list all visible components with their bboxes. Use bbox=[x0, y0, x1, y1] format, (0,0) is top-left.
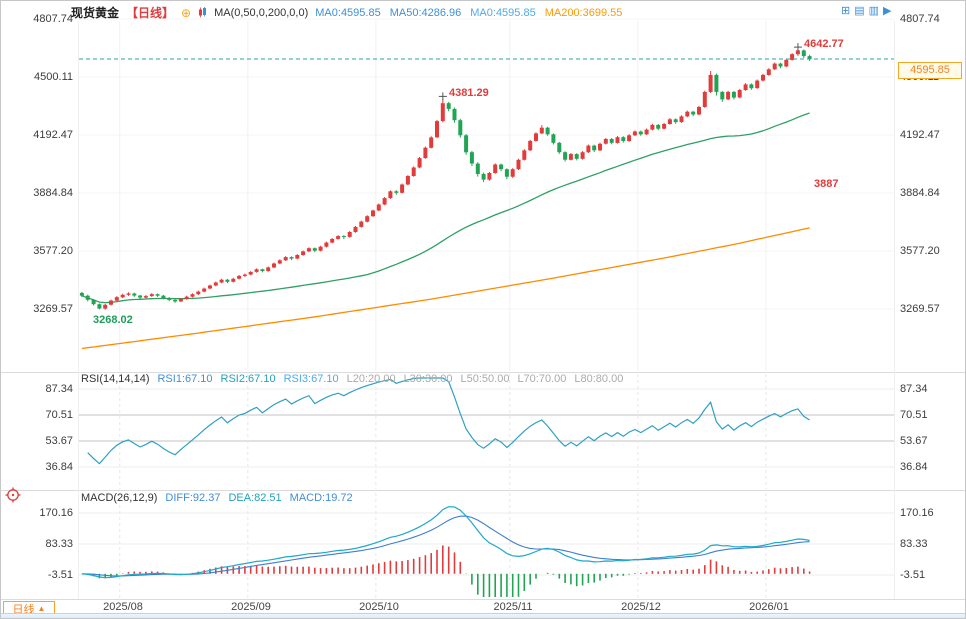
rsi-axis-label: 36.84 bbox=[45, 461, 73, 473]
rsi-legend-item: RSI2:67.10 bbox=[220, 373, 276, 385]
ma-settings-label[interactable]: MA(0,50,0,200,0,0) bbox=[214, 6, 309, 19]
y-axis-label: 4192.47 bbox=[900, 129, 940, 141]
rsi-legend-item: L50:50.00 bbox=[460, 373, 510, 385]
macd-lines bbox=[81, 506, 810, 579]
price-annotation: 4381.29 bbox=[449, 87, 489, 99]
y-axis-label: 3269.57 bbox=[33, 303, 73, 315]
rsi-line bbox=[87, 377, 810, 465]
y-axis-label: 3269.57 bbox=[900, 303, 940, 315]
grid-layer bbox=[79, 18, 894, 598]
rsi-header: RSI(14,14,14) RSI1:67.10 RSI2:67.10 RSI3:67… bbox=[81, 373, 623, 385]
x-axis-label: 2025/12 bbox=[621, 601, 661, 613]
macd-legend-item: DEA:82.51 bbox=[228, 492, 282, 504]
current-price-tag: 4595.85 bbox=[898, 62, 962, 79]
macd-legend-item: DIFF:92.37 bbox=[165, 492, 221, 504]
kline-icon bbox=[198, 7, 207, 18]
link-icon[interactable]: ⊕ bbox=[181, 5, 192, 20]
x-axis-label: 2025/11 bbox=[493, 601, 533, 613]
rsi-legend-item: L20:20.00 bbox=[346, 373, 396, 385]
y-axis-label: 4807.74 bbox=[900, 13, 940, 25]
price-annotation: 3268.02 bbox=[93, 314, 133, 326]
rsi-legend-item: L30:30.00 bbox=[403, 373, 453, 385]
y-axis-label: 3577.20 bbox=[33, 245, 73, 257]
rsi-axis-label: 87.34 bbox=[900, 383, 928, 395]
rsi-axis-label: 53.67 bbox=[900, 435, 928, 447]
macd-axis-label: -3.51 bbox=[47, 569, 73, 581]
instrument-title: 现货黄金 bbox=[71, 6, 120, 20]
x-axis-label: 2025/09 bbox=[231, 601, 271, 613]
rsi-legend-item: RSI1:67.10 bbox=[157, 373, 213, 385]
macd-axis-label: 170.16 bbox=[900, 507, 934, 519]
add-pane-icon[interactable]: ⊞ bbox=[841, 5, 851, 17]
candles-layer bbox=[79, 49, 812, 310]
crosshair-icon[interactable] bbox=[5, 487, 21, 503]
ma-values-legend: MA0:4595.85 MA50:4286.96 MA0:4595.85 MA200:… bbox=[315, 7, 622, 19]
x-axis-label: 2025/10 bbox=[359, 601, 399, 613]
x-axis-label: 2026/01 bbox=[749, 601, 789, 613]
ma-legend-value: MA50:4286.96 bbox=[389, 6, 462, 19]
rsi-axis-label: 36.84 bbox=[900, 461, 928, 473]
rsi-axis-label: 70.51 bbox=[900, 409, 928, 421]
price-annotation: 3887 bbox=[814, 178, 839, 190]
ma50-line bbox=[81, 112, 810, 304]
annotation-markers bbox=[438, 43, 802, 101]
rsi-axis-label: 87.34 bbox=[45, 383, 73, 395]
y-axis-label: 3577.20 bbox=[900, 245, 940, 257]
rsi-legend-item: RSI3:67.10 bbox=[283, 373, 339, 385]
chart-header: 现货黄金 【日线】 ⊕ MA(0,50,0,200,0,0) MA0:4595.… bbox=[71, 4, 622, 21]
chart-scrollbar[interactable] bbox=[1, 613, 965, 618]
macd-axis-label: 83.33 bbox=[45, 538, 73, 550]
forward-icon[interactable]: ▶ bbox=[883, 5, 892, 17]
y-axis-label: 4500.11 bbox=[34, 71, 73, 83]
macd-axis-label: -3.51 bbox=[900, 569, 926, 581]
macd-axis-label: 83.33 bbox=[900, 538, 928, 550]
rsi-axis-label: 70.51 bbox=[45, 409, 73, 421]
chart-toolbar: ⊞ ▤ ▥ ▶ bbox=[841, 4, 892, 18]
macd-legend-item: MACD:19.72 bbox=[289, 492, 353, 504]
rsi-legend-item: L70:70.00 bbox=[517, 373, 567, 385]
macd-axis-label: 170.16 bbox=[39, 507, 73, 519]
y-axis-label: 3884.84 bbox=[900, 187, 940, 199]
ma-legend-value: MA0:4595.85 bbox=[315, 6, 381, 19]
panel-borders bbox=[1, 21, 965, 600]
macd-histogram bbox=[86, 545, 811, 597]
timeframe-tag: 【日线】 bbox=[126, 6, 175, 20]
macd-header: MACD(26,12,9) DIFF:92.37 DEA:82.51 MACD:19.… bbox=[81, 492, 353, 504]
ma-legend-value: MA200:3699.55 bbox=[544, 6, 623, 19]
y-axis-label: 4807.74 bbox=[33, 13, 73, 25]
indicator-panel-icon[interactable]: ▥ bbox=[868, 5, 880, 17]
rsi-legend-item: L80:80.00 bbox=[574, 373, 624, 385]
ma-legend-value: MA0:4595.85 bbox=[470, 6, 536, 19]
rsi-axis-label: 53.67 bbox=[45, 435, 73, 447]
y-axis-label: 4192.47 bbox=[33, 129, 73, 141]
y-axis-label: 3884.84 bbox=[33, 187, 73, 199]
grid-layout-icon[interactable]: ▤ bbox=[854, 5, 865, 17]
macd-legend-item: MACD(26,12,9) bbox=[81, 492, 158, 504]
rsi-legend-item: RSI(14,14,14) bbox=[81, 373, 150, 385]
x-axis-label: 2025/08 bbox=[103, 601, 143, 613]
dropdown-up-icon: ▲ bbox=[37, 604, 46, 613]
ma200-line bbox=[81, 227, 810, 350]
price-annotation: 4642.77 bbox=[804, 38, 844, 50]
